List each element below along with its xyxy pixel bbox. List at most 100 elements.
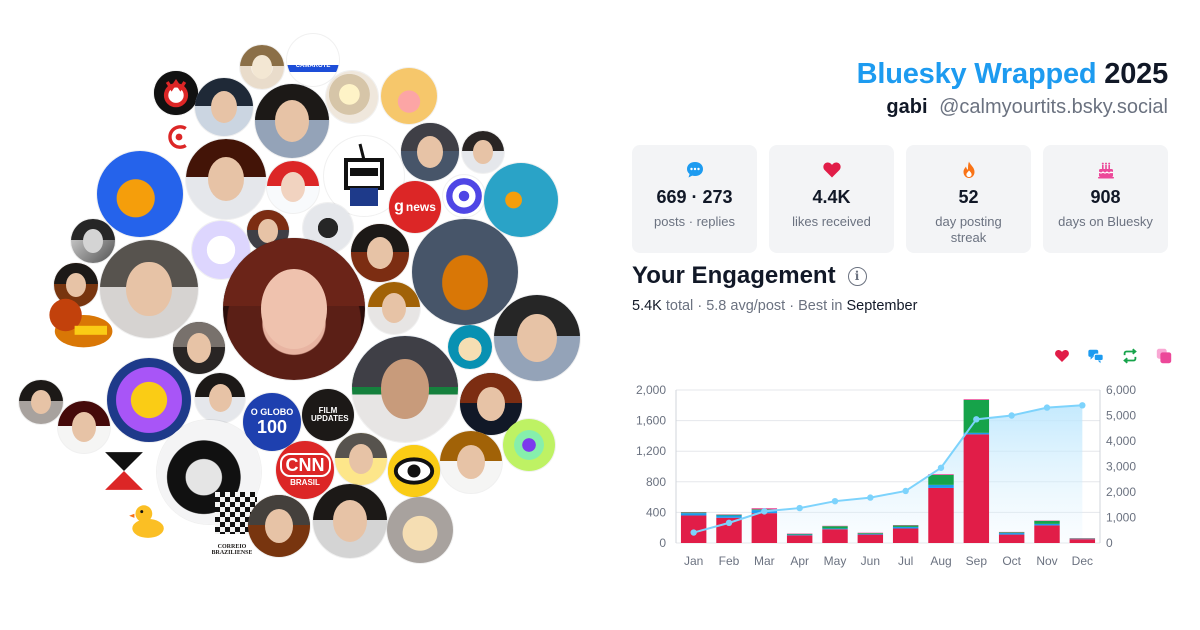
user-avatar[interactable] bbox=[195, 373, 245, 423]
user-avatar[interactable] bbox=[58, 401, 110, 453]
bar-segment bbox=[892, 525, 919, 527]
user-avatar[interactable] bbox=[462, 131, 504, 173]
user-avatar-main[interactable] bbox=[223, 238, 365, 380]
stat-value: 669 · 273 bbox=[656, 187, 733, 207]
bar-segment bbox=[822, 528, 848, 530]
speech-bubble-icon bbox=[684, 159, 706, 181]
orange-avatar[interactable] bbox=[97, 151, 183, 237]
cartoon-avatar[interactable] bbox=[107, 358, 191, 442]
avatar-face bbox=[126, 261, 172, 317]
replies-legend-icon[interactable] bbox=[1086, 346, 1106, 366]
user-avatar[interactable] bbox=[401, 123, 459, 181]
dog-avatar[interactable] bbox=[387, 497, 453, 563]
stat-value: 4.4K bbox=[812, 187, 851, 207]
bar-segment bbox=[786, 535, 813, 543]
user-avatar[interactable] bbox=[173, 322, 225, 374]
user-avatar[interactable] bbox=[335, 433, 387, 485]
bar-segment bbox=[680, 512, 707, 514]
user-avatar[interactable] bbox=[460, 373, 522, 435]
y2-tick-label: 5,000 bbox=[1106, 409, 1136, 423]
chart-legend bbox=[1052, 346, 1174, 366]
separator-dot: · bbox=[697, 298, 703, 314]
user-avatar[interactable] bbox=[313, 484, 387, 558]
cartoon-avatar[interactable] bbox=[381, 68, 437, 124]
user-avatar[interactable] bbox=[352, 336, 458, 442]
user-avatar[interactable] bbox=[71, 219, 115, 263]
cumulative-point bbox=[725, 519, 733, 527]
bar-segment bbox=[892, 528, 919, 543]
cumulative-point bbox=[937, 464, 945, 471]
cumulative-point bbox=[796, 504, 803, 512]
avatar-face bbox=[517, 313, 557, 363]
user-avatar[interactable] bbox=[267, 161, 319, 213]
eye-logo-avatar[interactable] bbox=[388, 445, 440, 497]
film-updates-avatar[interactable]: FILM UPDATES bbox=[302, 389, 354, 441]
user-avatar[interactable] bbox=[494, 295, 580, 381]
user-avatar[interactable] bbox=[186, 139, 266, 219]
user-avatar[interactable] bbox=[248, 495, 310, 557]
user-avatar[interactable] bbox=[100, 240, 198, 338]
mascot-icon bbox=[154, 71, 198, 115]
bar-segment bbox=[1069, 539, 1096, 543]
bar-segment bbox=[716, 515, 742, 518]
ring-logo-avatar[interactable] bbox=[443, 175, 485, 217]
bar-segment bbox=[998, 534, 1025, 543]
duck-avatar[interactable] bbox=[126, 499, 168, 541]
correio-braziliense-avatar[interactable]: CORREIO BRAZILIENSE bbox=[212, 530, 252, 570]
camarote-avatar[interactable]: CAMAROTE bbox=[287, 34, 339, 86]
y2-tick-label: 2,000 bbox=[1106, 485, 1136, 499]
engagement-title: Your Engagement i bbox=[632, 262, 867, 290]
bar-segment bbox=[928, 484, 954, 488]
bar-segment bbox=[1034, 523, 1060, 526]
user-avatar[interactable] bbox=[368, 282, 420, 334]
likes-legend-heart-icon[interactable] bbox=[1052, 346, 1072, 366]
filmupdates-logo-text: FILM UPDATES bbox=[311, 406, 349, 423]
globonews-avatar[interactable]: g news bbox=[389, 181, 441, 233]
flower-avatar[interactable] bbox=[503, 419, 555, 471]
avatar-face bbox=[332, 500, 367, 542]
bar-segment bbox=[786, 533, 813, 535]
quote-legend-icon[interactable] bbox=[1154, 346, 1174, 366]
bar-segment bbox=[857, 533, 884, 535]
page-title: Bluesky Wrapped 2025 bbox=[857, 58, 1169, 91]
stat-label: days on Bluesky bbox=[1058, 214, 1153, 229]
avatar-face bbox=[187, 333, 211, 363]
user-avatar[interactable] bbox=[19, 380, 63, 424]
y-tick-label: 1,200 bbox=[636, 444, 666, 458]
engagement-total-suffix: total bbox=[665, 298, 694, 314]
x-tick-label: Nov bbox=[1036, 554, 1057, 568]
avatar-face bbox=[207, 156, 245, 202]
user-avatar[interactable] bbox=[255, 84, 329, 158]
food-avatar[interactable] bbox=[326, 71, 378, 123]
ring-logo-icon bbox=[446, 178, 482, 214]
avatar-face bbox=[258, 219, 278, 243]
bar-segment bbox=[928, 474, 954, 475]
mascot-avatar[interactable] bbox=[154, 71, 198, 115]
avatar-face bbox=[251, 54, 273, 80]
sketch-avatar[interactable] bbox=[240, 45, 284, 89]
repost-legend-icon[interactable] bbox=[1120, 346, 1140, 366]
bar-segment bbox=[1034, 525, 1060, 543]
x-tick-label: Mar bbox=[754, 554, 775, 568]
info-icon[interactable]: i bbox=[847, 266, 867, 286]
user-avatar[interactable] bbox=[351, 224, 409, 282]
cnn-brasil-text: BRASIL bbox=[290, 478, 320, 487]
oglobo-avatar[interactable]: O GLOBO 100 bbox=[243, 393, 301, 451]
avatar-face bbox=[274, 100, 309, 142]
user-avatar[interactable] bbox=[54, 263, 98, 307]
x-tick-label: Jul bbox=[898, 554, 913, 568]
engagement-heading: Your Engagement bbox=[632, 262, 836, 289]
avatar-face bbox=[30, 389, 52, 415]
cage-art-avatar[interactable] bbox=[484, 163, 558, 237]
avatar-face bbox=[380, 359, 430, 419]
y-tick-label: 2,000 bbox=[636, 383, 666, 397]
user-avatar[interactable] bbox=[195, 78, 253, 136]
globonews-logo-text: news bbox=[405, 200, 436, 214]
triangle-logo-avatar[interactable] bbox=[103, 450, 145, 492]
bar-segment bbox=[963, 399, 990, 400]
bar-segment bbox=[822, 526, 848, 529]
cartoon-dog-avatar[interactable] bbox=[44, 288, 116, 360]
user-avatar[interactable] bbox=[440, 431, 502, 493]
avatar-face bbox=[65, 272, 87, 298]
bar-segment bbox=[751, 513, 778, 543]
